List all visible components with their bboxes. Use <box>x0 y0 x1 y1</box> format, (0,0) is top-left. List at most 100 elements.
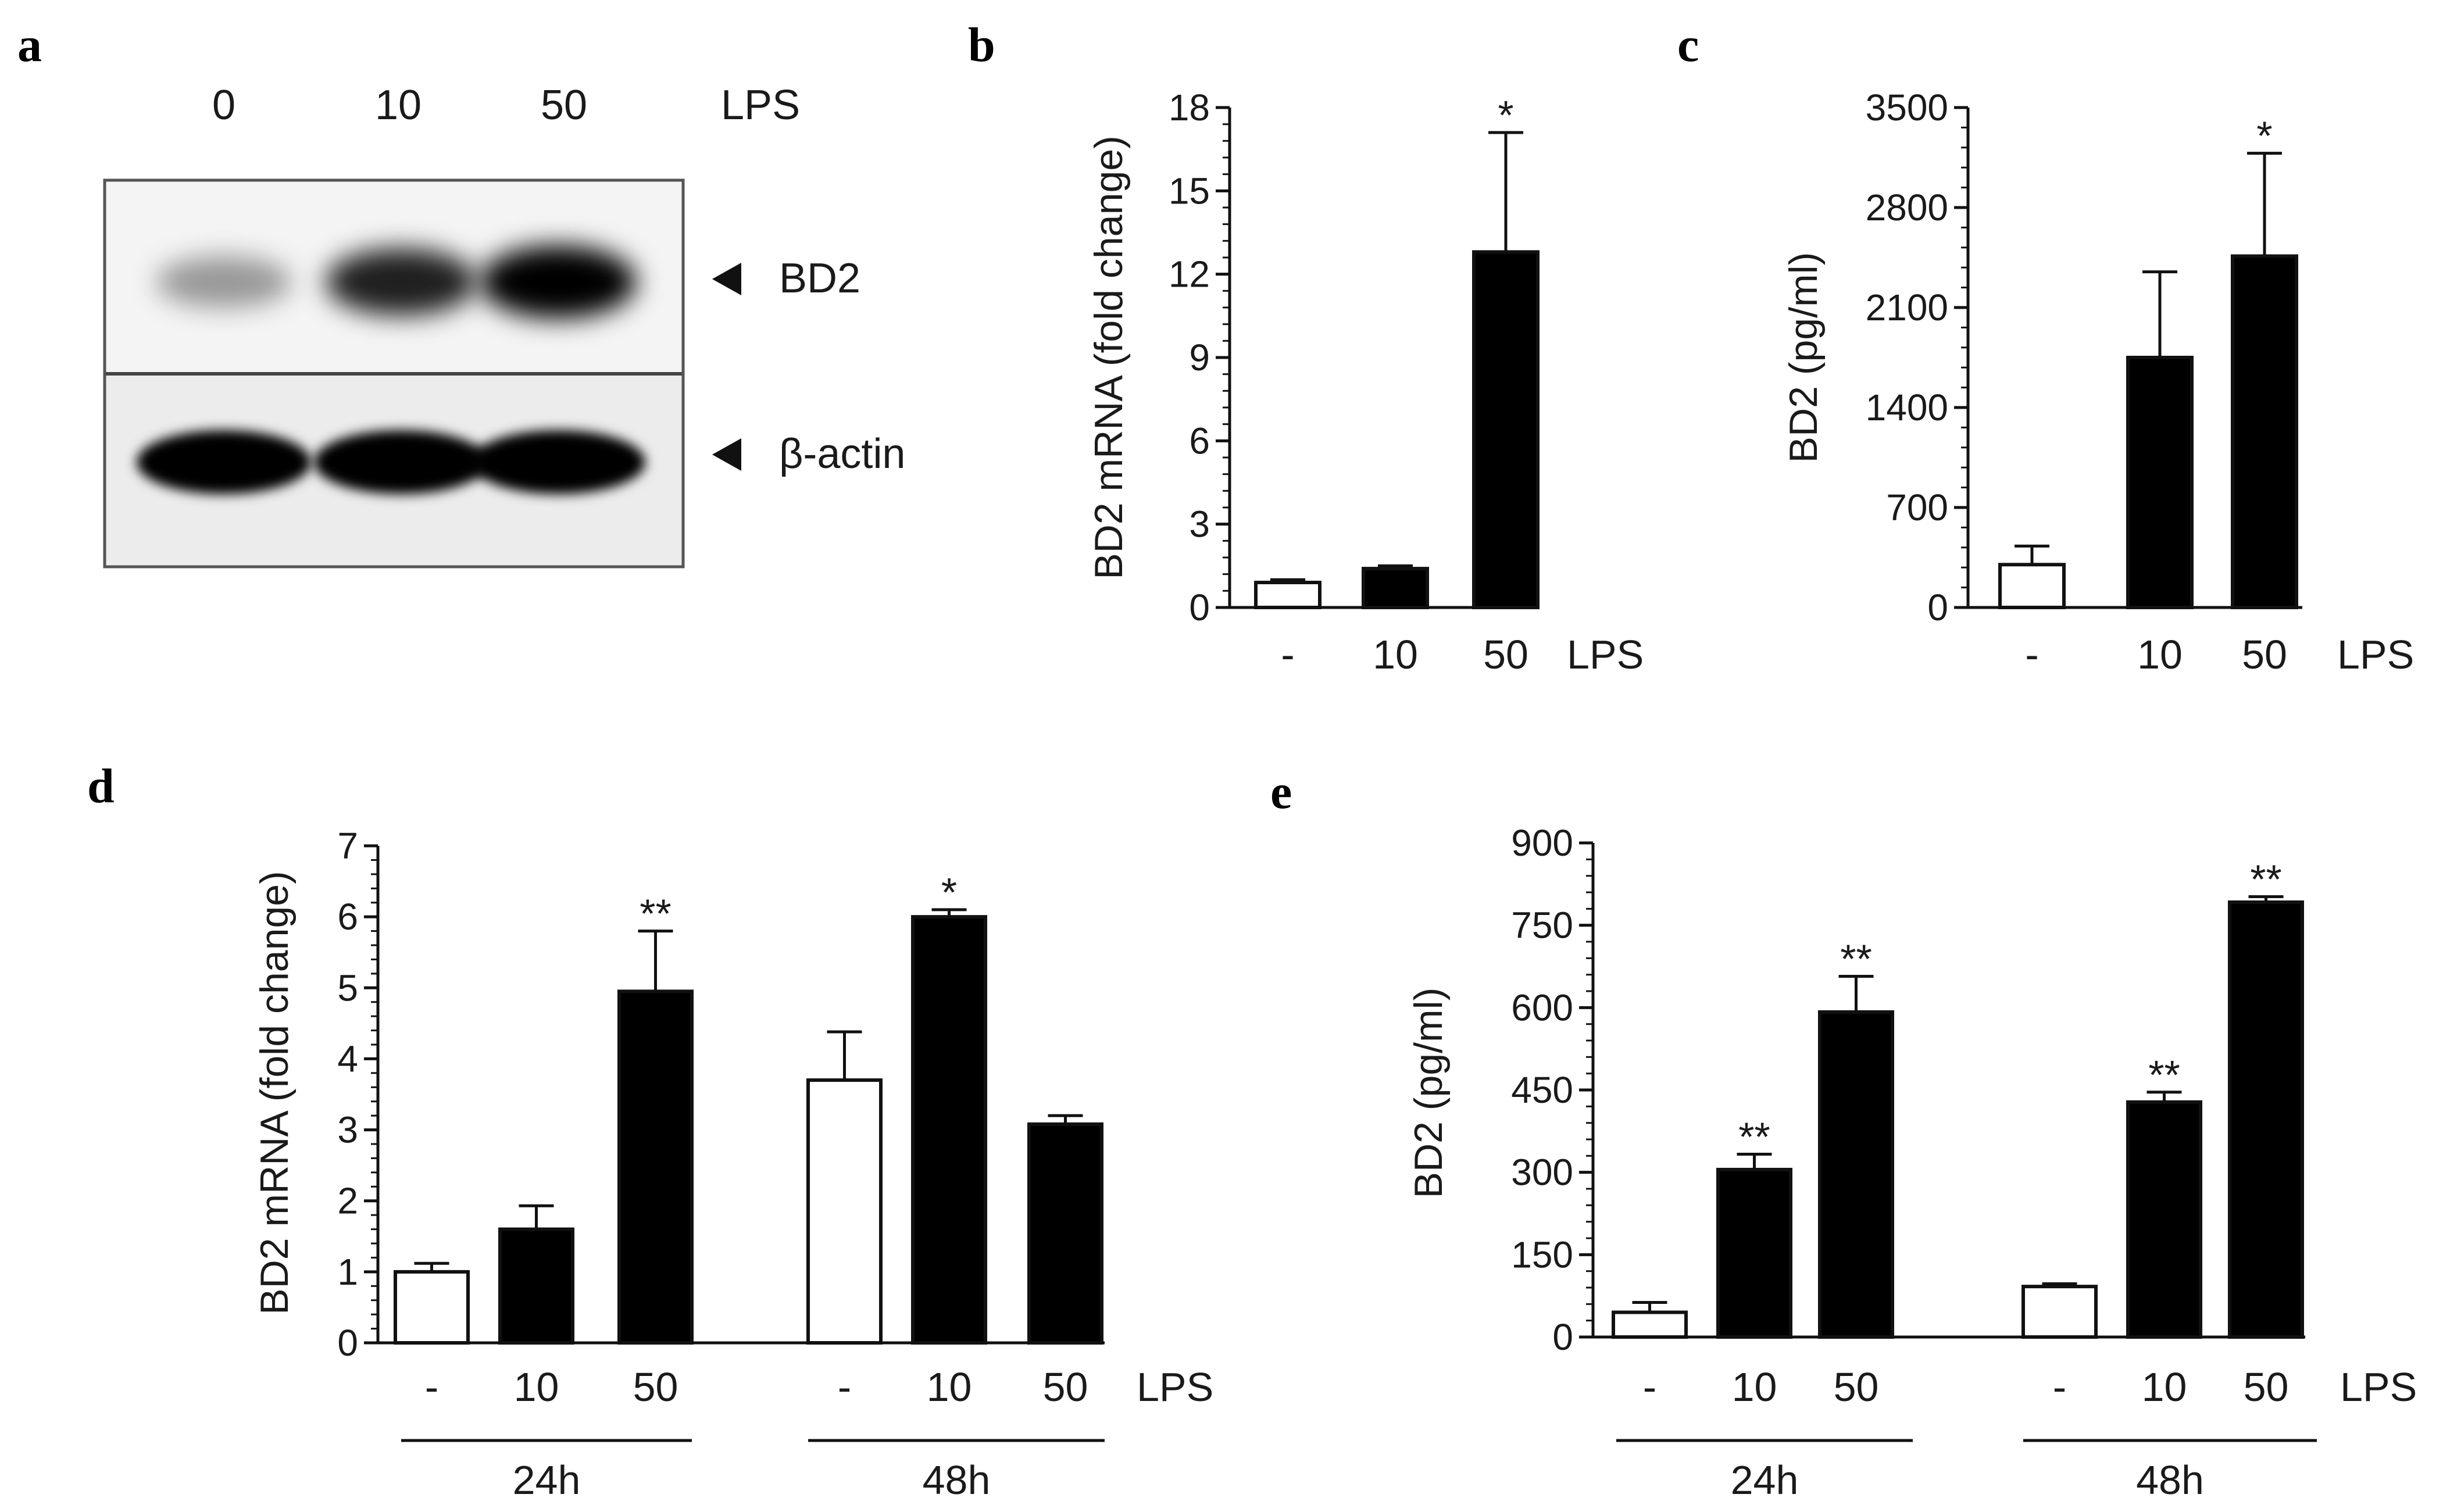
y-tick-label: 0 <box>337 1322 358 1364</box>
x-tick-label: 50 <box>2242 632 2287 677</box>
x-tick-label: 50 <box>633 1364 678 1410</box>
x-tick-label: 50 <box>2244 1364 2289 1410</box>
y-tick-label: 4 <box>337 1038 358 1080</box>
actin-band <box>137 430 311 494</box>
significance-marker: * <box>2256 113 2272 159</box>
chart-panel-e: 0 150 300 450 600 750 900 BD2 (pg/ml) - ** 10 ** 50 -… <box>1406 822 2417 1503</box>
x-axis-label: LPS <box>2340 1364 2417 1410</box>
x-tick-label: 10 <box>1732 1364 1777 1410</box>
x-tick-label: 10 <box>514 1364 559 1410</box>
band-label-bd2: BD2 <box>779 255 860 302</box>
significance-marker: * <box>1498 92 1513 138</box>
panel-letter-e: e <box>1270 765 1292 819</box>
bar <box>1362 567 1429 609</box>
x-tick-label: - <box>2053 1364 2066 1410</box>
bar <box>394 1270 470 1345</box>
x-tick-label: - <box>1281 632 1294 677</box>
y-tick-label: 150 <box>1511 1234 1573 1275</box>
y-tick-label: 3500 <box>1866 87 1948 128</box>
y-tick-label: 9 <box>1189 337 1210 378</box>
y-tick-label: 15 <box>1169 170 1210 212</box>
bar <box>2021 1285 2098 1339</box>
bd2-band <box>326 248 477 316</box>
actin-arrow-icon <box>712 438 741 471</box>
y-axis-label: BD2 (pg/ml) <box>1781 252 1826 463</box>
significance-marker: * <box>941 870 957 915</box>
y-tick-label: 0 <box>1189 587 1210 628</box>
x-tick-label: - <box>2025 632 2038 677</box>
x-tick-label: 10 <box>1373 632 1418 677</box>
y-tick-label: 12 <box>1169 253 1210 295</box>
bar <box>2231 254 2298 609</box>
lane-label-10: 10 <box>375 82 422 128</box>
lane-label-50: 50 <box>541 82 587 128</box>
y-tick-label: 750 <box>1511 905 1573 946</box>
bar <box>1472 250 1540 609</box>
bd2-arrow-icon <box>712 263 741 295</box>
panel-letter-a: a <box>17 18 42 72</box>
y-axis-label: BD2 (pg/ml) <box>1406 988 1451 1199</box>
y-tick-label: 1 <box>337 1251 358 1293</box>
x-axis-label: LPS <box>2337 632 2414 677</box>
chart-panel-b: 0 3 6 9 12 15 18 BD2 mRNA (fold change) - 10 * 50 LP… <box>1087 87 1644 677</box>
significance-marker: ** <box>2250 857 2281 902</box>
y-tick-label: 0 <box>1927 587 1948 628</box>
significance-marker: ** <box>640 891 671 936</box>
actin-bands <box>137 430 645 494</box>
x-tick-label: - <box>1643 1364 1656 1410</box>
bd2-band <box>480 245 637 319</box>
panel-letter-c: c <box>1677 18 1699 72</box>
treatment-label: LPS <box>721 82 800 128</box>
x-tick-label: - <box>838 1364 851 1410</box>
y-tick-label: 700 <box>1886 487 1948 528</box>
group-label: 24h <box>513 1457 581 1503</box>
group-label: 48h <box>2136 1457 2204 1503</box>
bar <box>1716 1167 1792 1339</box>
band-label-actin: β-actin <box>779 431 905 477</box>
x-axis-label: LPS <box>1137 1364 1213 1410</box>
bar <box>2126 356 2194 609</box>
y-axis-label: BD2 mRNA (fold change) <box>1087 135 1131 579</box>
x-tick-label: 50 <box>1043 1364 1088 1410</box>
group-label: 48h <box>923 1457 991 1503</box>
y-tick-label: 3 <box>1189 503 1210 545</box>
bd2-bands <box>156 245 637 319</box>
lane-label-0: 0 <box>212 82 235 128</box>
chart-panel-c: 0 700 1400 2100 2800 3500 BD2 (pg/ml) - 10 * 50 LPS <box>1781 87 2414 677</box>
bar <box>1254 581 1321 609</box>
bar <box>617 989 694 1345</box>
y-tick-label: 6 <box>1189 420 1210 462</box>
bar <box>911 915 987 1345</box>
panel-letter-b: b <box>968 18 995 72</box>
x-tick-label: 10 <box>927 1364 972 1410</box>
bar <box>1612 1310 1688 1339</box>
bar <box>498 1227 574 1345</box>
significance-marker: ** <box>2148 1052 2180 1098</box>
actin-band <box>471 430 645 494</box>
y-tick-label: 450 <box>1511 1069 1573 1111</box>
x-tick-label: 50 <box>1483 632 1528 677</box>
y-tick-label: 2100 <box>1866 287 1948 328</box>
bar <box>1998 563 2066 609</box>
x-tick-label: - <box>425 1364 438 1410</box>
y-tick-label: 1400 <box>1866 387 1948 428</box>
y-tick-label: 7 <box>337 825 358 867</box>
significance-marker: ** <box>1840 936 1871 982</box>
chart-panel-d: 0 1 2 3 4 5 6 7 BD2 mRNA (fold change) - 10 ** 50 - * 1… <box>252 825 1213 1503</box>
y-tick-label: 0 <box>1552 1316 1573 1358</box>
bar <box>1818 1010 1894 1339</box>
panel-letter-d: d <box>87 759 115 813</box>
western-blot: 0 10 50 LPS BD2 β-actin <box>103 82 905 569</box>
y-axis-label: BD2 mRNA (fold change) <box>252 871 297 1314</box>
actin-band <box>314 430 488 494</box>
y-tick-label: 18 <box>1169 87 1210 128</box>
x-tick-label: 10 <box>2142 1364 2187 1410</box>
y-tick-label: 2800 <box>1866 187 1948 228</box>
y-tick-label: 900 <box>1511 822 1573 864</box>
bar <box>2228 900 2304 1339</box>
y-tick-label: 300 <box>1511 1152 1573 1193</box>
y-tick-label: 5 <box>337 967 358 1009</box>
y-tick-label: 2 <box>337 1180 358 1222</box>
x-axis-label: LPS <box>1567 632 1644 677</box>
